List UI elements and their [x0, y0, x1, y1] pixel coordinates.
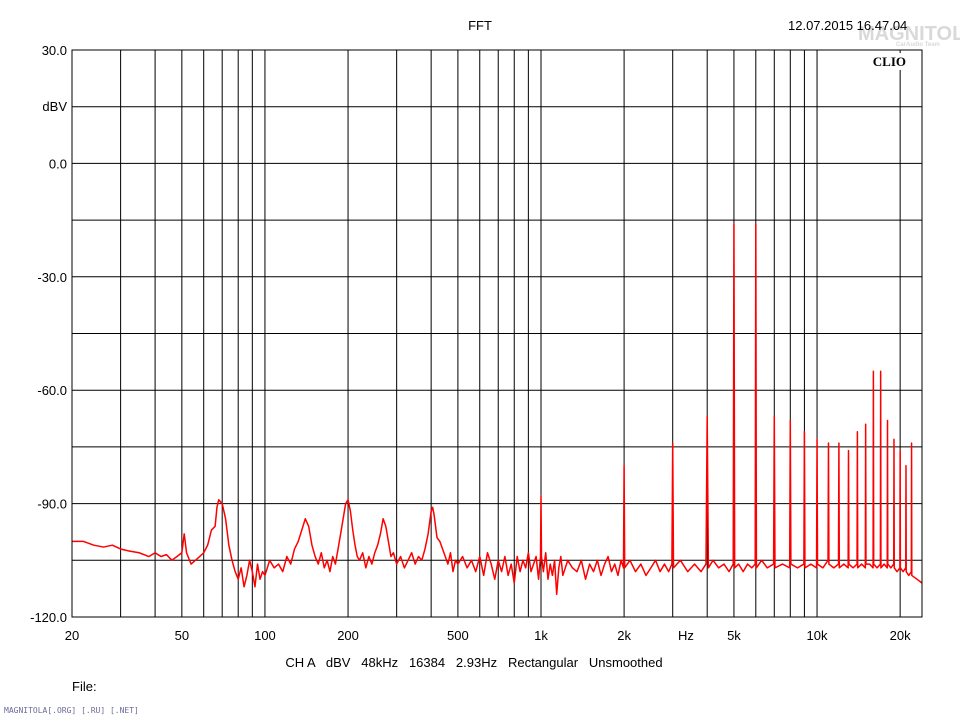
file-label: File: — [72, 679, 97, 694]
y-tick-labels: 30.0 0.0 -30.0 -60.0 -90.0 -120.0 — [30, 43, 67, 625]
x-axis-unit-label: Hz — [678, 628, 694, 643]
timestamp: 12.07.2015 16.47.04 — [788, 18, 907, 33]
spectrum-line — [72, 223, 923, 596]
x-tick-label: 500 — [447, 628, 469, 643]
x-tick-label: 20k — [890, 628, 911, 643]
x-tick-label: 20 — [65, 628, 79, 643]
y-tick-label: -120.0 — [30, 610, 67, 625]
chart-grid — [72, 50, 922, 617]
x-tick-label: 5k — [727, 628, 741, 643]
plot-frame — [71, 49, 923, 618]
x-tick-label: 200 — [337, 628, 359, 643]
y-axis-unit-label: dBV — [42, 99, 67, 114]
y-tick-label: -60.0 — [37, 383, 67, 398]
chart-title: FFT — [468, 18, 492, 33]
watermark-logo: MAGNITOLA — [858, 23, 960, 45]
clio-brand-background — [869, 53, 909, 70]
site-credit: MAGNITOLA[.ORG] [.RU] [.NET] — [4, 706, 139, 715]
y-tick-label: 0.0 — [49, 156, 67, 171]
spectrum-series — [72, 223, 923, 596]
x-tick-labels: 20 50 100 200 500 1k 2k 5k 10k 20k — [65, 628, 911, 643]
watermark-subtext: CarAudio Team — [896, 42, 940, 48]
y-tick-label: 30.0 — [42, 43, 67, 58]
x-tick-label: 1k — [534, 628, 548, 643]
x-tick-label: 100 — [254, 628, 276, 643]
y-tick-label: -30.0 — [37, 270, 67, 285]
x-tick-label: 50 — [175, 628, 189, 643]
measurement-settings: CH A dBV 48kHz 16384 2.93Hz Rectangular … — [285, 655, 662, 670]
x-tick-label: 10k — [807, 628, 828, 643]
y-tick-label: -90.0 — [37, 497, 67, 512]
clio-brand: CLIO — [873, 54, 906, 69]
x-tick-label: 2k — [617, 628, 631, 643]
